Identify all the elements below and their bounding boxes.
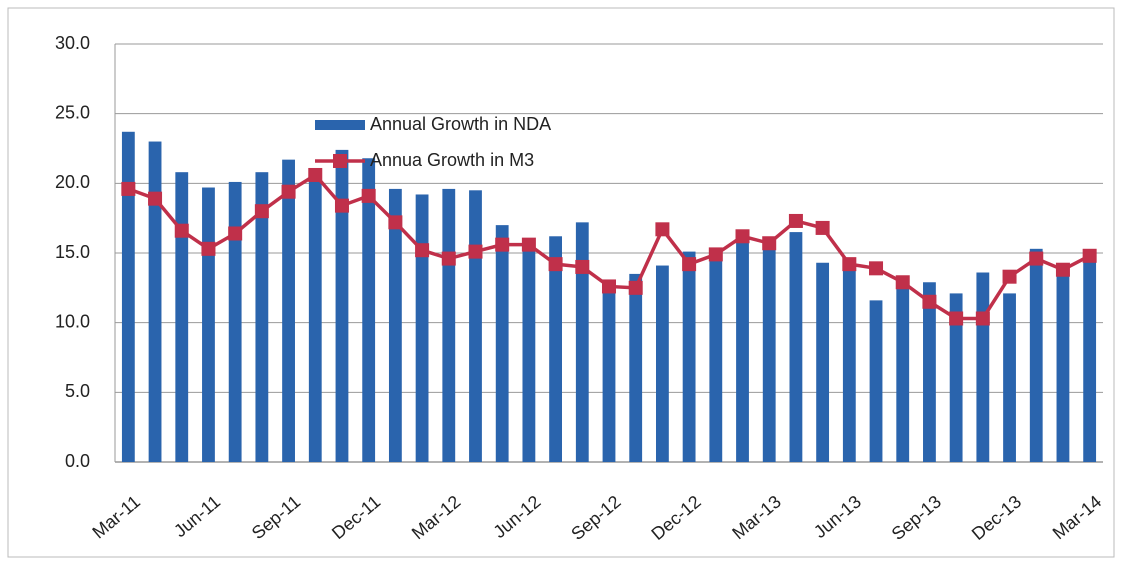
line-marker bbox=[361, 188, 376, 203]
bar bbox=[469, 190, 482, 463]
legend-label: Annual Growth in NDA bbox=[370, 114, 551, 134]
bar bbox=[789, 232, 803, 462]
line-marker bbox=[1029, 251, 1044, 266]
line-marker bbox=[1082, 248, 1097, 263]
bar bbox=[709, 253, 723, 462]
line-marker bbox=[602, 279, 616, 294]
line-marker bbox=[735, 229, 750, 244]
bar bbox=[575, 222, 589, 462]
bar bbox=[228, 181, 242, 462]
line-marker bbox=[762, 236, 777, 251]
line-marker bbox=[548, 257, 563, 272]
bar bbox=[949, 293, 963, 462]
line-marker bbox=[148, 191, 163, 206]
line-marker bbox=[254, 204, 269, 219]
line-marker bbox=[201, 241, 216, 256]
line-marker bbox=[121, 181, 136, 196]
bar bbox=[682, 251, 696, 462]
line-marker bbox=[842, 257, 857, 272]
legend-label: Annua Growth in M3 bbox=[370, 150, 534, 170]
line-marker bbox=[1055, 262, 1070, 277]
bar bbox=[388, 188, 402, 462]
line-marker bbox=[334, 198, 349, 213]
line-marker bbox=[1002, 269, 1017, 284]
bar bbox=[495, 225, 509, 462]
line-marker bbox=[655, 222, 670, 237]
line-marker bbox=[869, 261, 884, 276]
bar bbox=[522, 241, 536, 462]
line-marker bbox=[895, 275, 910, 290]
line-marker bbox=[628, 280, 643, 295]
bar bbox=[762, 243, 776, 462]
line-marker bbox=[521, 237, 536, 252]
line-marker bbox=[228, 226, 243, 241]
bar bbox=[148, 141, 162, 463]
bar bbox=[282, 159, 295, 462]
line-marker bbox=[415, 243, 430, 258]
line-marker bbox=[682, 257, 697, 272]
line-marker bbox=[815, 220, 830, 235]
bar bbox=[1056, 269, 1070, 462]
line-marker bbox=[575, 259, 590, 274]
line-marker bbox=[388, 215, 403, 230]
bar bbox=[121, 131, 135, 462]
bar bbox=[629, 273, 643, 462]
bar bbox=[362, 158, 376, 462]
bar bbox=[1083, 254, 1097, 462]
bar bbox=[202, 187, 215, 462]
line-marker bbox=[308, 167, 323, 182]
y-tick-label: 20.0 bbox=[55, 172, 90, 192]
y-tick-label: 15.0 bbox=[55, 242, 90, 262]
bar bbox=[442, 188, 456, 462]
line-marker bbox=[922, 294, 937, 309]
bar bbox=[1029, 248, 1043, 462]
line-marker bbox=[281, 184, 296, 199]
bar bbox=[896, 282, 910, 462]
legend-swatch bbox=[333, 154, 347, 168]
bar bbox=[869, 300, 883, 462]
bar bbox=[1003, 293, 1016, 462]
bar bbox=[655, 265, 669, 462]
bar bbox=[335, 149, 349, 463]
bar bbox=[415, 194, 429, 463]
line-marker bbox=[495, 237, 510, 252]
line-marker bbox=[975, 311, 990, 326]
y-tick-label: 0.0 bbox=[65, 451, 90, 471]
y-tick-label: 5.0 bbox=[65, 381, 90, 401]
line-marker bbox=[788, 213, 803, 228]
bar bbox=[602, 285, 616, 462]
y-tick-label: 10.0 bbox=[55, 311, 90, 331]
bar bbox=[923, 282, 936, 462]
y-tick-label: 30.0 bbox=[55, 33, 90, 53]
bar bbox=[175, 172, 189, 463]
line-marker bbox=[468, 244, 483, 259]
bar bbox=[976, 272, 990, 462]
bar bbox=[549, 236, 563, 462]
bar bbox=[816, 262, 830, 462]
bar bbox=[736, 240, 749, 462]
bar bbox=[255, 172, 269, 463]
bar bbox=[308, 170, 322, 462]
line-marker bbox=[174, 223, 189, 238]
line-marker bbox=[708, 247, 723, 262]
legend-swatch bbox=[315, 120, 365, 130]
bar bbox=[842, 261, 856, 462]
line-marker bbox=[441, 251, 456, 266]
line-marker bbox=[949, 311, 964, 326]
y-tick-label: 25.0 bbox=[55, 102, 90, 122]
